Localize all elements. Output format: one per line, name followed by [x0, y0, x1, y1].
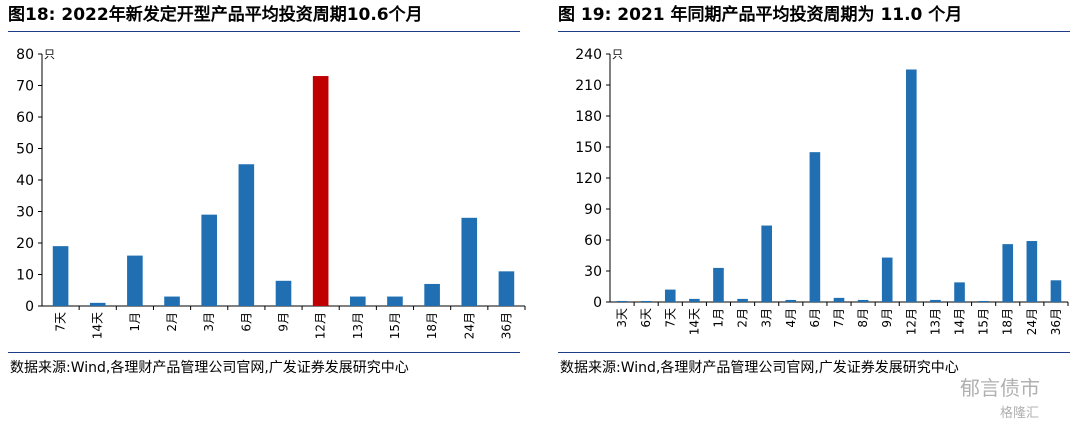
- x-category-label: 15月: [388, 312, 402, 339]
- bar-4月: [785, 299, 797, 302]
- x-category-label: 15月: [977, 308, 991, 335]
- bar-13月: [350, 296, 366, 306]
- bar-7月: [833, 297, 845, 302]
- x-category-label: 2月: [736, 308, 750, 328]
- x-category-label: 9月: [880, 308, 894, 328]
- y-tick-label: 20: [16, 236, 34, 252]
- y-tick-label: 0: [25, 299, 34, 315]
- x-category-label: 36月: [1049, 308, 1063, 335]
- bar-3月: [761, 225, 772, 302]
- y-tick-label: 90: [584, 202, 602, 218]
- bar-36月: [1050, 280, 1062, 302]
- watermark-text: 郁言债市: [960, 376, 1040, 400]
- y-unit-label: 只: [44, 48, 55, 61]
- bar-7天: [664, 289, 676, 302]
- y-tick-label: 150: [575, 140, 602, 156]
- x-category-label: 3天: [615, 308, 629, 328]
- bar-8月: [857, 299, 869, 302]
- x-category-label: 3月: [202, 312, 216, 332]
- y-unit-label: 只: [612, 48, 623, 61]
- bar-36月: [498, 271, 515, 306]
- x-category-label: 3月: [760, 308, 774, 328]
- x-category-label: 12月: [314, 312, 328, 339]
- chart-panel-left: 图18: 2022年新发定开型产品平均投资周期10.6个月 只 0 10 20 30 40…: [0, 0, 530, 430]
- y-tick-label: 60: [16, 110, 34, 126]
- bar-chart-left: 只 0 10 20 30 40 50 60 70 80 7天 14天 1月 2月 3月 6月 9月 12月 13月 1…: [16, 47, 526, 339]
- bar-9月: [881, 257, 893, 302]
- bar-14天: [89, 302, 106, 306]
- bar-15月: [978, 300, 989, 302]
- x-category-label: 1月: [128, 312, 142, 332]
- bar-3天: [616, 300, 628, 302]
- chart-panel-right: 图 19: 2021 年同期产品平均投资周期为 11.0 个月 只 0 30 60 90…: [550, 0, 1080, 430]
- bar-1月: [127, 255, 143, 306]
- x-category-label: 7天: [663, 308, 677, 328]
- y-tick-label: 30: [584, 264, 602, 280]
- x-category-label: 12月: [904, 308, 918, 335]
- x-category-label: 24月: [462, 312, 476, 339]
- bar-13月: [930, 299, 941, 302]
- x-category-label: 14天: [91, 312, 105, 339]
- bar-12月: [312, 76, 329, 306]
- source-note-left: 数据来源:Wind,各理财产品管理公司官网,广发证券发展研究中心: [10, 360, 409, 376]
- bar-chart-right: 只 0 30 60 90 120 150 180 210 240 3天 6天 7天 14天 1月 2月 3月 4月…: [575, 47, 1069, 335]
- bar-2月: [737, 298, 748, 302]
- bar-18月: [1002, 244, 1014, 302]
- x-category-label: 14月: [953, 308, 967, 335]
- x-category-label: 18月: [1001, 308, 1015, 335]
- bar-24月: [461, 217, 478, 306]
- bar-14天: [689, 298, 700, 302]
- source-divider-right: [558, 352, 1070, 353]
- bar-6天: [640, 300, 652, 302]
- x-category-label: 18月: [425, 312, 439, 339]
- bar-24月: [1026, 241, 1038, 302]
- x-category-label: 4月: [784, 308, 798, 328]
- y-tick-label: 210: [575, 78, 602, 94]
- bar-6月: [809, 152, 821, 302]
- y-tick-label: 10: [16, 268, 34, 284]
- title-divider-right: [558, 31, 1070, 32]
- bar-18月: [424, 283, 440, 306]
- x-category-label: 2月: [165, 312, 179, 332]
- y-tick-label: 30: [16, 205, 34, 221]
- bar-6月: [238, 164, 255, 306]
- bar-9月: [275, 280, 292, 306]
- x-category-label: 6月: [239, 312, 253, 332]
- y-tick-label: 180: [575, 109, 602, 125]
- x-category-label: 14天: [687, 308, 701, 335]
- bar-15月: [387, 296, 403, 306]
- x-category-label: 8月: [856, 308, 870, 328]
- y-tick-label: 120: [575, 171, 602, 187]
- x-category-label: 9月: [277, 312, 291, 332]
- source-note-right: 数据来源:Wind,各理财产品管理公司官网,广发证券发展研究中心: [560, 360, 959, 376]
- x-category-label: 36月: [499, 312, 513, 339]
- x-category-label: 7月: [832, 308, 846, 328]
- bar-12月: [906, 69, 917, 302]
- chart-title-left: 图18: 2022年新发定开型产品平均投资周期10.6个月: [8, 5, 423, 25]
- y-tick-label: 240: [575, 47, 602, 63]
- y-tick-label: 50: [16, 142, 34, 158]
- title-divider-left: [8, 31, 520, 32]
- bar-14月: [954, 282, 965, 302]
- x-category-label: 24月: [1025, 308, 1039, 335]
- y-tick-label: 80: [16, 47, 34, 63]
- y-tick-label: 60: [584, 233, 602, 249]
- x-category-label: 1月: [711, 308, 725, 328]
- bar-7天: [52, 246, 69, 306]
- y-tick-label: 0: [593, 295, 602, 311]
- x-category-label: 7天: [54, 312, 68, 332]
- y-tick-label: 70: [16, 79, 34, 95]
- x-category-label: 6天: [639, 308, 653, 328]
- bar-1月: [713, 267, 724, 302]
- chart-title-right: 图 19: 2021 年同期产品平均投资周期为 11.0 个月: [558, 5, 963, 25]
- x-category-label: 13月: [351, 312, 365, 339]
- x-category-label: 13月: [928, 308, 942, 335]
- source-divider-left: [8, 352, 520, 353]
- x-category-label: 6月: [808, 308, 822, 328]
- y-tick-label: 40: [16, 173, 34, 189]
- bar-3月: [201, 214, 217, 306]
- watermark-logo-text: 格隆汇: [1000, 406, 1040, 421]
- bar-2月: [164, 296, 180, 306]
